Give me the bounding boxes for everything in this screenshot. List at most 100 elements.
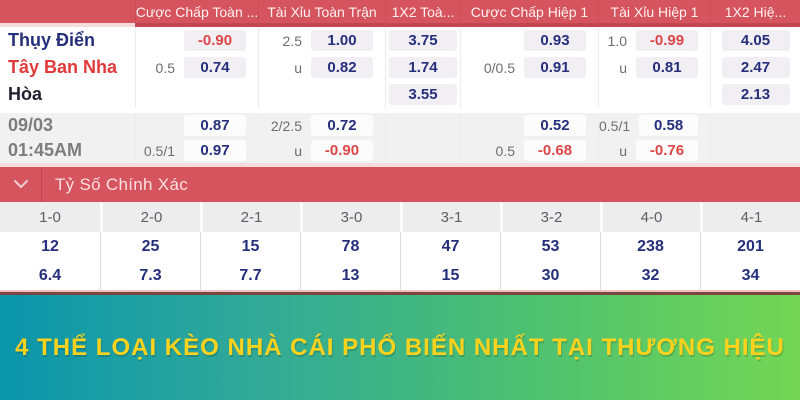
score-column-header: 4-0 (600, 202, 700, 232)
handicap-value: 0.5 (495, 142, 515, 159)
score-odds-cell[interactable]: 32 (600, 261, 700, 290)
odds-cell: u 0.81 (598, 54, 710, 81)
odds-cell-1x2 (710, 138, 800, 163)
handicap-value: 2.5 (282, 32, 302, 49)
odds-cell: 0.93 (460, 27, 598, 54)
handicap-value: 0.5/1 (143, 142, 175, 159)
odds-cell: u -0.76 (598, 138, 710, 163)
odds-chip[interactable]: 0.58 (639, 115, 698, 136)
odds-cell: u 0.82 (258, 54, 385, 81)
score-column-header: 2-0 (100, 202, 200, 232)
bar-divider (41, 167, 42, 202)
handicap-value: 0.5 (155, 59, 175, 76)
odds-cell-1x2 (710, 113, 800, 138)
correct-score-grid: 1-0 2-0 2-1 3-0 3-1 3-2 4-0 4-1 12 25 15… (0, 202, 800, 290)
handicap-value: 0.5/1 (599, 117, 631, 134)
odds-cell: 0.87 (135, 113, 258, 138)
col-header-1x2-fulltime: 1X2 Toà... (385, 0, 460, 27)
odds-chip[interactable]: 3.75 (389, 30, 457, 51)
handicap-value: 1.0 (607, 32, 627, 49)
col-header-handicap-half1: Cược Chấp Hiệp 1 (460, 0, 598, 27)
odds-chip[interactable]: 0.91 (524, 57, 586, 78)
odds-cell: 1.0 -0.99 (598, 27, 710, 54)
odds-chip[interactable]: 0.72 (311, 115, 373, 136)
home-team-name: Thụy Điển (8, 30, 96, 50)
score-odds-cell[interactable]: 7.3 (100, 261, 200, 290)
score-odds-cell[interactable]: 201 (700, 232, 800, 261)
odds-cell-1x2: 1.74 (385, 54, 460, 81)
promo-banner[interactable]: 4 THỂ LOẠI KÈO NHÀ CÁI PHỔ BIẾN NHẤT TẠI… (0, 292, 800, 400)
score-odds-cell[interactable]: 6.4 (38, 266, 62, 284)
odds-cell-1x2 (385, 138, 460, 163)
secondary-odds-block: 09/03 0.87 2/2.5 0.72 0.52 0.5/1 0.58 01:4… (0, 113, 800, 163)
odds-chip[interactable]: 0.74 (184, 57, 246, 78)
score-odds-cell[interactable]: 25 (100, 232, 200, 261)
table-bottom-border (0, 290, 800, 292)
score-column-header: 3-1 (400, 202, 500, 232)
odds-chip[interactable]: 1.74 (389, 57, 457, 78)
score-odds-cell[interactable]: 15 (200, 232, 300, 261)
score-odds-cell[interactable]: 53 (500, 232, 600, 261)
score-odds-cell[interactable]: 47 (400, 232, 500, 261)
odds-cell: 2.5 1.00 (258, 27, 385, 54)
draw-label: Hòa (8, 84, 43, 104)
score-column-header: 3-0 (300, 202, 400, 232)
col-header-handicap-fulltime: Cược Chấp Toàn ... (135, 0, 258, 27)
score-column-header: 4-1 (700, 202, 800, 232)
odds-cell: 2/2.5 0.72 (258, 113, 385, 138)
odds-chip[interactable]: 0.87 (184, 115, 246, 136)
score-odds-cell[interactable]: 13 (300, 261, 400, 290)
score-odds-cell[interactable]: 30 (500, 261, 600, 290)
odds-chip[interactable]: 0.97 (184, 140, 246, 161)
odds-cell: 0.5/1 0.97 (135, 138, 258, 163)
odds-chip[interactable]: 0.81 (636, 57, 698, 78)
score-column-header: 3-2 (500, 202, 600, 232)
odds-chip[interactable]: -0.99 (636, 30, 698, 51)
chevron-down-icon (0, 167, 41, 202)
odds-chip[interactable]: 0.52 (524, 115, 586, 136)
score-odds-cell[interactable]: 7.7 (200, 261, 300, 290)
score-odds-cell[interactable]: 12 (41, 237, 59, 255)
col-header-over-under-fulltime: Tài Xỉu Toàn Trận (258, 0, 385, 27)
score-odds-cell[interactable]: 78 (300, 232, 400, 261)
row-date: 09/03 0.87 2/2.5 0.72 0.52 0.5/1 0.58 (0, 113, 800, 138)
row-home-team: Thụy Điển -0.90 2.5 1.00 3.75 0.93 1.0 -0.… (0, 27, 800, 54)
odds-chip[interactable]: 0.82 (311, 57, 373, 78)
score-odds-cell[interactable]: 15 (400, 261, 500, 290)
odds-chip[interactable]: -0.90 (311, 140, 373, 161)
odds-chip[interactable]: -0.90 (184, 30, 246, 51)
score-grid-header: 1-0 2-0 2-1 3-0 3-1 3-2 4-0 4-1 (0, 202, 800, 232)
odds-chip[interactable]: 2.47 (721, 57, 790, 78)
match-time: 01:45AM (8, 140, 83, 160)
odds-chip[interactable]: 4.05 (721, 30, 790, 51)
correct-score-section-bar[interactable]: Tỷ Số Chính Xác (0, 167, 800, 202)
odds-chip[interactable]: -0.76 (636, 140, 698, 161)
handicap-value: u (294, 59, 302, 76)
handicap-value: u (619, 142, 627, 159)
odds-chip[interactable]: 2.13 (721, 84, 790, 105)
section-title: Tỷ Số Chính Xác (55, 174, 189, 194)
handicap-value: u (294, 142, 302, 159)
row-draw: Hòa 3.55 2.13 (0, 81, 800, 108)
score-odds-cell[interactable]: 238 (600, 232, 700, 261)
odds-cell: -0.90 (135, 27, 258, 54)
odds-cell-1x2: 3.55 (385, 81, 460, 108)
odds-chip[interactable]: 3.55 (389, 84, 457, 105)
row-spacer (0, 108, 800, 113)
odds-cell (460, 81, 598, 108)
score-column-header: 1-0 (0, 202, 100, 232)
odds-cell: 0.52 (460, 113, 598, 138)
odds-chip[interactable]: -0.68 (524, 140, 586, 161)
odds-cell-1x2 (385, 113, 460, 138)
score-column-header: 2-1 (200, 202, 300, 232)
odds-chip[interactable]: 0.93 (524, 30, 586, 51)
odds-cell: 0/0.5 0.91 (460, 54, 598, 81)
score-odds-cell[interactable]: 34 (700, 261, 800, 290)
col-header-teams (0, 0, 135, 27)
odds-chip[interactable]: 1.00 (311, 30, 373, 51)
handicap-value: 0/0.5 (483, 59, 515, 76)
section-divider (0, 163, 800, 167)
odds-cell-1x2: 4.05 (710, 27, 800, 54)
col-header-over-under-half1: Tài Xỉu Hiệp 1 (598, 0, 710, 27)
